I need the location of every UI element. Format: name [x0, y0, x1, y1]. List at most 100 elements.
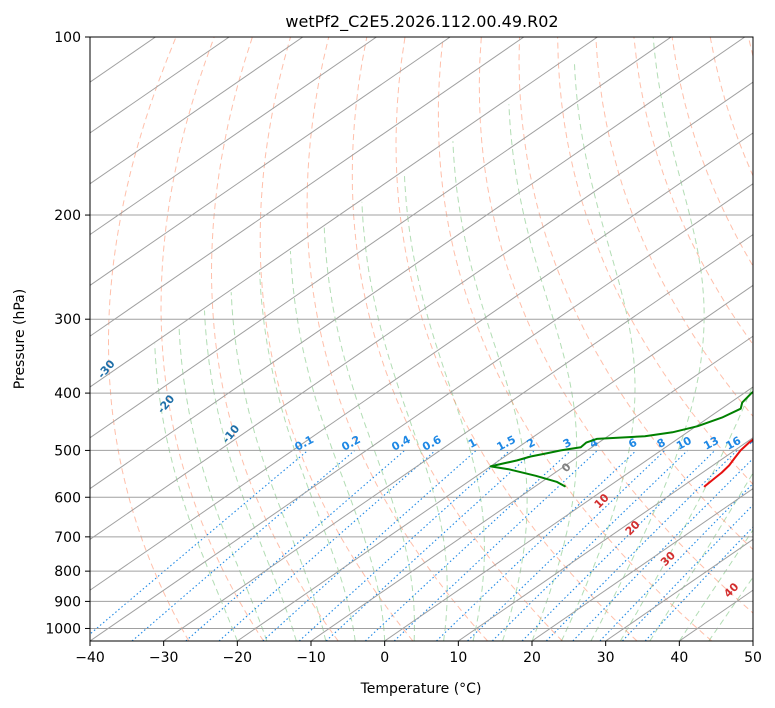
mixing-ratio-line — [545, 450, 738, 641]
y-tick-label: 500 — [54, 443, 81, 459]
dry-adiabat-line — [160, 37, 264, 641]
mixing-ratio-label: 16 — [724, 434, 744, 453]
isotherm-line — [90, 37, 304, 185]
x-tick-label: 30 — [597, 650, 615, 666]
moist-adiabat-line — [561, 61, 636, 641]
mixing-ratio-line — [491, 450, 688, 641]
isotherm-line — [531, 487, 753, 641]
x-tick-label: 40 — [670, 650, 688, 666]
dry-adiabat-line — [395, 37, 638, 641]
mixing-ratio-line — [621, 504, 753, 641]
dry-adiabat-line — [518, 37, 753, 551]
x-tick-label: 0 — [380, 650, 389, 666]
y-tick-label: 200 — [54, 208, 81, 224]
line-labels: 0.10.20.40.611.52346810131620253036-100-… — [95, 357, 768, 600]
y-tick-label: 900 — [54, 594, 81, 610]
isotherm-line — [679, 589, 753, 641]
dry-adiabat-line — [437, 37, 713, 641]
y-tick-label: 100 — [54, 30, 81, 46]
mixing-ratio-line — [644, 526, 753, 641]
y-tick-label: 800 — [54, 564, 81, 580]
isotherm-line — [90, 183, 753, 641]
y-tick-label: 1000 — [45, 621, 81, 637]
mixing-ratio-lines — [90, 449, 753, 641]
theta-label: 0 — [559, 460, 574, 475]
moist-adiabat-line — [289, 250, 386, 641]
x-axis: −40 −30 −20 −10 0 10 20 30 40 50 — [75, 641, 762, 666]
mixing-ratio-line — [393, 449, 598, 641]
x-axis-label: Temperature (°C) — [360, 681, 482, 697]
x-tick-label: 20 — [523, 650, 541, 666]
moist-adiabat-line — [178, 327, 268, 641]
dry-adiabat-line — [306, 37, 488, 641]
chart-title: wetPf2_C2E5.2026.112.00.49.R02 — [285, 12, 558, 32]
isotherm-line — [90, 37, 451, 286]
isobars — [90, 37, 753, 629]
moist-adiabat-line — [590, 37, 705, 641]
x-tick-label: 50 — [744, 650, 762, 666]
isotherm-line — [752, 640, 753, 641]
isotherm-line — [384, 386, 753, 641]
dry-adiabat-label: -20 — [155, 392, 178, 416]
moist-adiabat-line — [452, 141, 528, 641]
plot-frame — [89, 36, 754, 642]
dewpoint-profile-line — [489, 390, 753, 488]
isotherm-line — [458, 437, 753, 641]
profiles — [489, 390, 753, 488]
dry-adiabats — [108, 37, 753, 641]
y-tick-label: 400 — [54, 386, 81, 402]
dry-adiabat-line — [747, 37, 753, 59]
dry-adiabat-line — [108, 37, 190, 641]
moist-adiabat-line — [361, 201, 448, 641]
mixing-ratio-line — [364, 449, 572, 641]
x-tick-label: 10 — [449, 650, 467, 666]
moist-adiabat-line — [323, 227, 415, 641]
moist-adiabat-line — [403, 173, 485, 641]
x-tick-label: −30 — [149, 650, 179, 666]
mixing-ratio-label: 13 — [701, 434, 721, 453]
isotherm-line — [90, 37, 598, 388]
mixing-ratio-label: 10 — [674, 434, 694, 453]
mixing-ratio-line — [325, 449, 536, 641]
mixing-ratio-line — [572, 457, 753, 641]
isotherm-line — [90, 37, 377, 236]
isotherm-line — [605, 538, 753, 641]
mixing-ratio-line — [521, 450, 716, 641]
isotherm-line — [310, 335, 753, 641]
moist-adiabat-line — [649, 471, 753, 641]
moist-adiabat-line — [708, 576, 753, 641]
theta-label: 20 — [623, 518, 643, 538]
dry-adiabat-line — [259, 37, 414, 641]
y-tick-label: 700 — [54, 530, 81, 546]
theta-label: 10 — [592, 491, 612, 511]
mixing-ratio-line — [599, 482, 753, 641]
mixing-ratio-line — [298, 449, 511, 641]
isotherm-line — [237, 284, 753, 641]
mixing-ratio-label: 20 — [748, 434, 768, 453]
isotherm-line — [90, 37, 230, 134]
mixing-ratio-line — [436, 450, 637, 641]
dry-adiabat-label: -30 — [95, 357, 118, 381]
y-axis-label: Pressure (hPa) — [12, 289, 28, 389]
y-tick-label: 600 — [54, 490, 81, 506]
dry-adiabat-label: -10 — [220, 422, 243, 446]
isotherm-line — [90, 37, 672, 439]
x-tick-label: −10 — [296, 650, 326, 666]
moist-adiabat-line — [619, 37, 753, 641]
y-axis: 100 200 300 400 500 600 700 800 900 1000 — [45, 30, 90, 637]
moist-adiabat-line — [678, 529, 753, 641]
mixing-ratio-label: 2 — [525, 436, 538, 451]
moist-adiabat-line — [259, 272, 356, 641]
plot-area: 0.10.20.40.611.52346810131620253036-100-… — [90, 37, 768, 641]
moist-adiabats — [154, 37, 753, 641]
mixing-ratio-line — [131, 449, 356, 641]
isotherm-line — [90, 132, 753, 591]
mixing-ratio-line — [90, 449, 309, 635]
isotherm-line — [163, 233, 753, 641]
x-tick-label: −40 — [75, 650, 105, 666]
dry-adiabat-line — [478, 37, 753, 614]
y-tick-label: 300 — [54, 312, 81, 328]
mixing-ratio-line — [262, 449, 477, 641]
isotherms — [90, 37, 753, 641]
moist-adiabat-line — [154, 343, 238, 641]
